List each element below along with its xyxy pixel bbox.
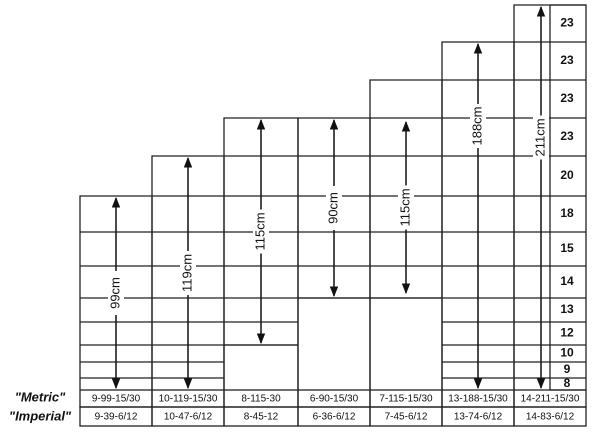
label-bg [533, 115, 549, 160]
row-count: 20 [560, 168, 574, 182]
label-bg [108, 271, 124, 315]
height-label: 188cm [469, 106, 484, 145]
imperial-size: 13-74-6/12 [454, 412, 503, 423]
metric-size: 6-90-15/30 [310, 394, 359, 405]
label-bg [326, 186, 342, 230]
metric-size: 7-115-15/30 [379, 394, 433, 405]
row-count: 15 [560, 241, 574, 255]
row-count: 12 [560, 326, 574, 340]
metric-size: 13-188-15/30 [448, 394, 508, 405]
imperial-size: 7-45-6/12 [385, 412, 428, 423]
row-count: 14 [560, 274, 574, 288]
height-label: 211cm [532, 118, 547, 156]
height-label: 90cm [325, 192, 340, 224]
row-count: 13 [560, 302, 574, 316]
imperial-size: 8-45-12 [244, 412, 279, 423]
label-bg [253, 209, 269, 254]
metric-size: 10-119-15/30 [159, 394, 218, 405]
imperial-size: 14-83-6/12 [526, 412, 575, 423]
row-count: 23 [560, 91, 574, 105]
metric-size: 9-99-15/30 [92, 394, 141, 405]
imperial-size: 10-47-6/12 [164, 412, 213, 423]
row-count: 23 [560, 53, 574, 67]
imperial-size: 9-39-6/12 [95, 412, 138, 423]
height-label: 119cm [179, 254, 194, 292]
metric-size: 8-115-30 [241, 394, 281, 405]
row-count: 9 [564, 362, 571, 376]
imperial-label: "Imperial" [9, 408, 72, 423]
imperial-cell [513, 406, 587, 427]
metric-size: 14-211-15/30 [521, 394, 580, 405]
height-label: 99cm [107, 277, 122, 309]
row-count: 8 [564, 376, 571, 390]
height-label: 115cm [397, 188, 412, 226]
row-count: 18 [560, 206, 574, 220]
label-bg [470, 104, 486, 148]
row-count: 23 [560, 129, 574, 143]
imperial-size: 6-36-6/12 [313, 412, 356, 423]
label-bg [180, 251, 196, 295]
metric-label: "Metric" [15, 389, 66, 404]
row-count: 10 [560, 346, 574, 360]
label-bg [398, 185, 414, 230]
row-count: 23 [560, 16, 574, 30]
height-label: 115cm [252, 212, 267, 250]
